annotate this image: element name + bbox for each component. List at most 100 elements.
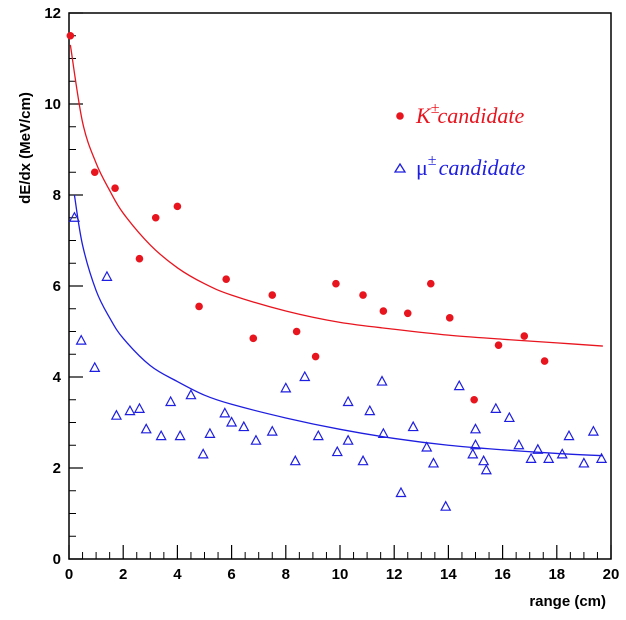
y-axis-title: dE/dx (MeV/cm) bbox=[17, 92, 34, 204]
muon-data-point bbox=[165, 395, 177, 407]
muon-data-point bbox=[440, 500, 452, 511]
legend-k-marker bbox=[396, 112, 404, 120]
kaon-data-point bbox=[540, 357, 549, 365]
kaon-data-point bbox=[135, 254, 144, 263]
legend-k-symbol: K bbox=[415, 103, 432, 128]
kaon-data-point bbox=[111, 184, 119, 192]
muon-data-point bbox=[331, 445, 343, 457]
muon-data-point bbox=[543, 452, 555, 463]
kaon-data-point bbox=[195, 302, 203, 311]
muon-data-point bbox=[75, 334, 87, 345]
x-axis-title: range (cm) bbox=[529, 593, 606, 610]
muon-data-point bbox=[525, 452, 537, 463]
x-tick-label: 18 bbox=[548, 566, 565, 583]
muon-data-point bbox=[312, 429, 324, 441]
muon-data-point bbox=[225, 416, 238, 427]
muon-data-point bbox=[377, 427, 389, 438]
muon-data-point bbox=[478, 454, 490, 466]
muon-data-point bbox=[110, 409, 123, 420]
muon-data-point bbox=[480, 464, 492, 475]
kaon-data-point bbox=[311, 352, 320, 361]
muon-data-point bbox=[556, 448, 568, 459]
muon-data-point bbox=[289, 454, 301, 466]
kaon-data-point bbox=[268, 291, 277, 299]
muon-data-point bbox=[280, 382, 292, 393]
muon-data-point bbox=[469, 438, 482, 450]
muon-data-point bbox=[204, 427, 216, 438]
muon-data-point bbox=[364, 404, 376, 416]
kaon-data-point bbox=[520, 332, 529, 340]
legend-mu-superscript: ± bbox=[428, 152, 437, 169]
muon-data-point bbox=[395, 486, 407, 498]
legend-mu-text: candidate bbox=[439, 155, 526, 180]
legend-mu-marker bbox=[393, 162, 407, 173]
muon-data-point bbox=[238, 420, 250, 432]
fit-curves bbox=[69, 44, 603, 457]
plot-area bbox=[68, 12, 612, 560]
y-tick-label: 6 bbox=[53, 278, 61, 295]
kaon-data-point bbox=[151, 213, 160, 222]
x-tick-label: 2 bbox=[119, 566, 127, 583]
muon-data-point bbox=[453, 379, 465, 391]
kaon-data-point bbox=[470, 395, 478, 404]
y-tick-label: 0 bbox=[53, 551, 61, 568]
x-tick-label: 12 bbox=[386, 566, 403, 583]
muon-data-point bbox=[89, 361, 101, 372]
legend: K±candidate μ±candidate bbox=[393, 100, 526, 180]
muon-data-point bbox=[469, 423, 482, 434]
kaon-data-point bbox=[494, 341, 503, 349]
muon-data-point bbox=[219, 407, 231, 418]
legend-k-label: K±candidate bbox=[415, 100, 524, 128]
muon-data-point bbox=[197, 448, 209, 459]
x-tick-label: 14 bbox=[440, 566, 457, 583]
x-tick-label: 16 bbox=[494, 566, 511, 583]
muon-data-point bbox=[532, 443, 544, 454]
kaon-data-point bbox=[90, 168, 99, 177]
muon-data-point bbox=[578, 457, 590, 468]
muon-data-point bbox=[140, 423, 152, 434]
kaon-fit-curve bbox=[69, 44, 603, 347]
muon-data-point bbox=[513, 438, 525, 450]
muon-data-point bbox=[266, 425, 278, 436]
kaon-data-point bbox=[379, 307, 388, 315]
muon-data-point bbox=[427, 457, 440, 468]
legend-k-superscript: ± bbox=[431, 100, 440, 117]
kaon-data-point bbox=[445, 314, 454, 322]
muon-data-point bbox=[490, 402, 502, 413]
muon-data-point bbox=[357, 454, 369, 466]
x-tick-label: 10 bbox=[332, 566, 349, 583]
kaon-data-point bbox=[66, 31, 75, 40]
muon-data-point bbox=[563, 429, 575, 441]
kaon-data-point bbox=[359, 291, 367, 299]
x-tick-label: 6 bbox=[227, 566, 235, 583]
x-tick-label: 4 bbox=[173, 566, 182, 583]
y-axis: 0 2 4 6 8 10 12 bbox=[44, 5, 83, 568]
legend-mu-symbol: μ bbox=[416, 155, 428, 180]
muon-data-point bbox=[342, 395, 354, 407]
muon-data-point bbox=[250, 434, 262, 445]
muon-data-point bbox=[376, 375, 388, 386]
plot-frame bbox=[68, 12, 612, 560]
x-tick-label: 8 bbox=[282, 566, 290, 583]
muon-data-point bbox=[155, 429, 167, 441]
muon-data-point bbox=[595, 452, 608, 463]
muon-data-point bbox=[299, 370, 311, 382]
legend-mu-label: μ±candidate bbox=[416, 152, 526, 180]
y-tick-label: 4 bbox=[53, 369, 62, 386]
kaon-data-point bbox=[403, 309, 412, 318]
muon-data-point bbox=[467, 448, 479, 459]
muon-data-point bbox=[407, 420, 419, 432]
muon-data-point bbox=[124, 404, 136, 416]
y-tick-label: 2 bbox=[53, 460, 61, 477]
muon-data-point bbox=[503, 411, 515, 423]
legend-k-text: candidate bbox=[437, 103, 524, 128]
x-tick-label: 20 bbox=[603, 566, 620, 583]
muon-data-point bbox=[68, 211, 81, 222]
kaon-data-point bbox=[426, 279, 435, 288]
muon-data-point bbox=[174, 429, 186, 441]
kaon-data-point bbox=[292, 327, 301, 336]
muon-data-point bbox=[587, 425, 599, 436]
kaon-data-point bbox=[173, 202, 182, 211]
y-tick-label: 10 bbox=[44, 96, 61, 113]
